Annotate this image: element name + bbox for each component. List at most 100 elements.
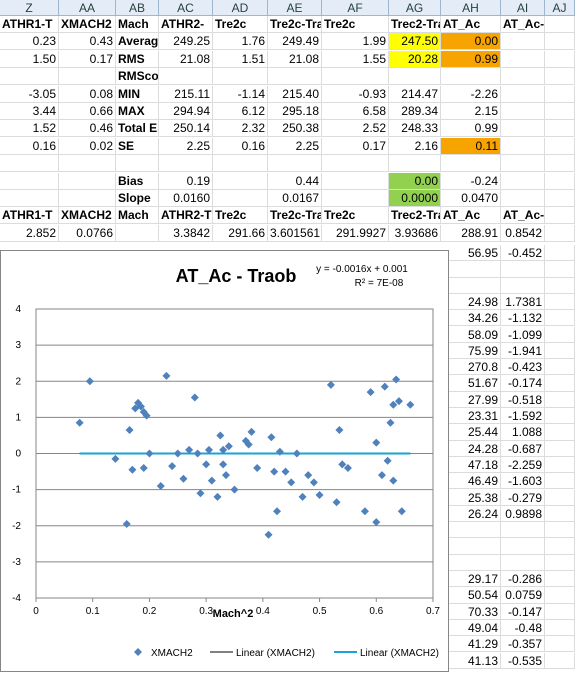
cell[interactable]: 0.9898 [501,506,545,522]
cell[interactable]: 0.43 [59,33,116,50]
cell[interactable]: Average [116,33,159,50]
cell[interactable] [322,68,389,85]
cell[interactable]: Trec2-Tra [389,16,441,33]
cell[interactable] [545,490,575,506]
cell[interactable] [268,155,322,172]
cell[interactable]: 3.44 [0,103,59,120]
cell[interactable] [545,173,575,190]
cell[interactable] [545,522,575,538]
cell[interactable] [501,190,545,207]
cell[interactable] [59,173,116,190]
cell[interactable]: 0.19 [159,173,213,190]
column-header-ac[interactable]: AC [159,0,213,16]
cell[interactable]: -1.14 [213,86,268,103]
cell[interactable]: -0.286 [501,571,545,587]
cell[interactable] [449,522,501,538]
cell[interactable]: 41.13 [449,653,501,669]
cell[interactable] [545,538,575,554]
cell[interactable]: Mach [116,207,159,224]
cell[interactable]: 0.46 [59,120,116,137]
cell[interactable]: 2.32 [213,120,268,137]
cell[interactable]: 1.99 [322,33,389,50]
cell[interactable] [545,555,575,571]
cell[interactable] [389,155,441,172]
cell[interactable]: -0.518 [501,392,545,408]
cell[interactable]: 1.76 [213,33,268,50]
cell[interactable]: -0.93 [322,86,389,103]
column-header-aj[interactable]: AJ [545,0,575,16]
column-header-aa[interactable]: AA [59,0,116,16]
cell[interactable]: AT_Ac-Traob [501,207,545,224]
cell[interactable]: 0.44 [268,173,322,190]
cell[interactable]: 1.52 [0,120,59,137]
cell[interactable]: 41.29 [449,636,501,652]
cell[interactable]: 0.99 [441,51,501,68]
cell[interactable]: 24.28 [449,441,501,457]
cell[interactable] [545,120,575,137]
cell[interactable]: 6.58 [322,103,389,120]
cell[interactable] [59,68,116,85]
cell[interactable] [501,103,545,120]
column-header-af[interactable]: AF [322,0,389,16]
cell[interactable]: 2.25 [268,138,322,155]
cell[interactable] [213,190,268,207]
cell[interactable]: RMScorr [116,68,159,85]
cell[interactable]: -0.452 [501,245,545,261]
chart-area[interactable]: AT_Ac - Traob y = -0.0016x + 0.001 R² = … [0,250,449,672]
cell[interactable] [545,225,575,242]
cell[interactable] [213,68,268,85]
cell[interactable]: 250.14 [159,120,213,137]
cell[interactable]: 295.18 [268,103,322,120]
cell[interactable] [545,408,575,424]
cell[interactable] [545,278,575,294]
cell[interactable] [0,155,59,172]
cell[interactable]: 3.93686 [389,225,441,242]
cell[interactable]: -2.259 [501,457,545,473]
cell[interactable]: -0.24 [441,173,501,190]
cell[interactable]: AT_Ac [441,16,501,33]
cell[interactable] [545,103,575,120]
cell[interactable] [545,375,575,391]
cell[interactable] [545,473,575,489]
cell[interactable] [545,261,575,277]
cell[interactable]: 34.26 [449,310,501,326]
cell[interactable]: -3.05 [0,86,59,103]
cell[interactable] [322,190,389,207]
cell[interactable]: 1.51 [213,51,268,68]
cell[interactable]: 0.8542 [501,225,545,242]
cell[interactable] [449,538,501,554]
cell[interactable] [545,343,575,359]
cell[interactable]: 215.11 [159,86,213,103]
cell[interactable]: AT_Ac-Traob [501,16,545,33]
cell[interactable]: XMACH2 [59,16,116,33]
cell[interactable]: 0.11 [441,138,501,155]
cell[interactable]: -1.603 [501,473,545,489]
cell[interactable]: -1.132 [501,310,545,326]
cell[interactable]: 270.8 [449,359,501,375]
column-header-ab[interactable]: AB [116,0,159,16]
cell[interactable] [322,173,389,190]
cell[interactable]: -0.147 [501,604,545,620]
cell[interactable] [501,555,545,571]
cell[interactable]: 20.28 [389,51,441,68]
cell[interactable] [441,155,501,172]
cell[interactable]: 0.08 [59,86,116,103]
cell[interactable] [159,68,213,85]
cell[interactable]: -0.535 [501,653,545,669]
cell[interactable]: 26.24 [449,506,501,522]
cell[interactable] [545,587,575,603]
cell[interactable]: 0.16 [0,138,59,155]
cell[interactable]: 21.08 [268,51,322,68]
cell[interactable]: 47.18 [449,457,501,473]
cell[interactable]: 0.0759 [501,587,545,603]
cell[interactable]: Tre2c [213,207,268,224]
cell[interactable]: 70.33 [449,604,501,620]
cell[interactable]: 3.601561 [268,225,322,242]
cell[interactable]: 49.04 [449,620,501,636]
column-header-ad[interactable]: AD [213,0,268,16]
cell[interactable] [545,620,575,636]
cell[interactable]: 2.15 [441,103,501,120]
cell[interactable]: 249.25 [159,33,213,50]
cell[interactable] [501,68,545,85]
cell[interactable] [449,555,501,571]
